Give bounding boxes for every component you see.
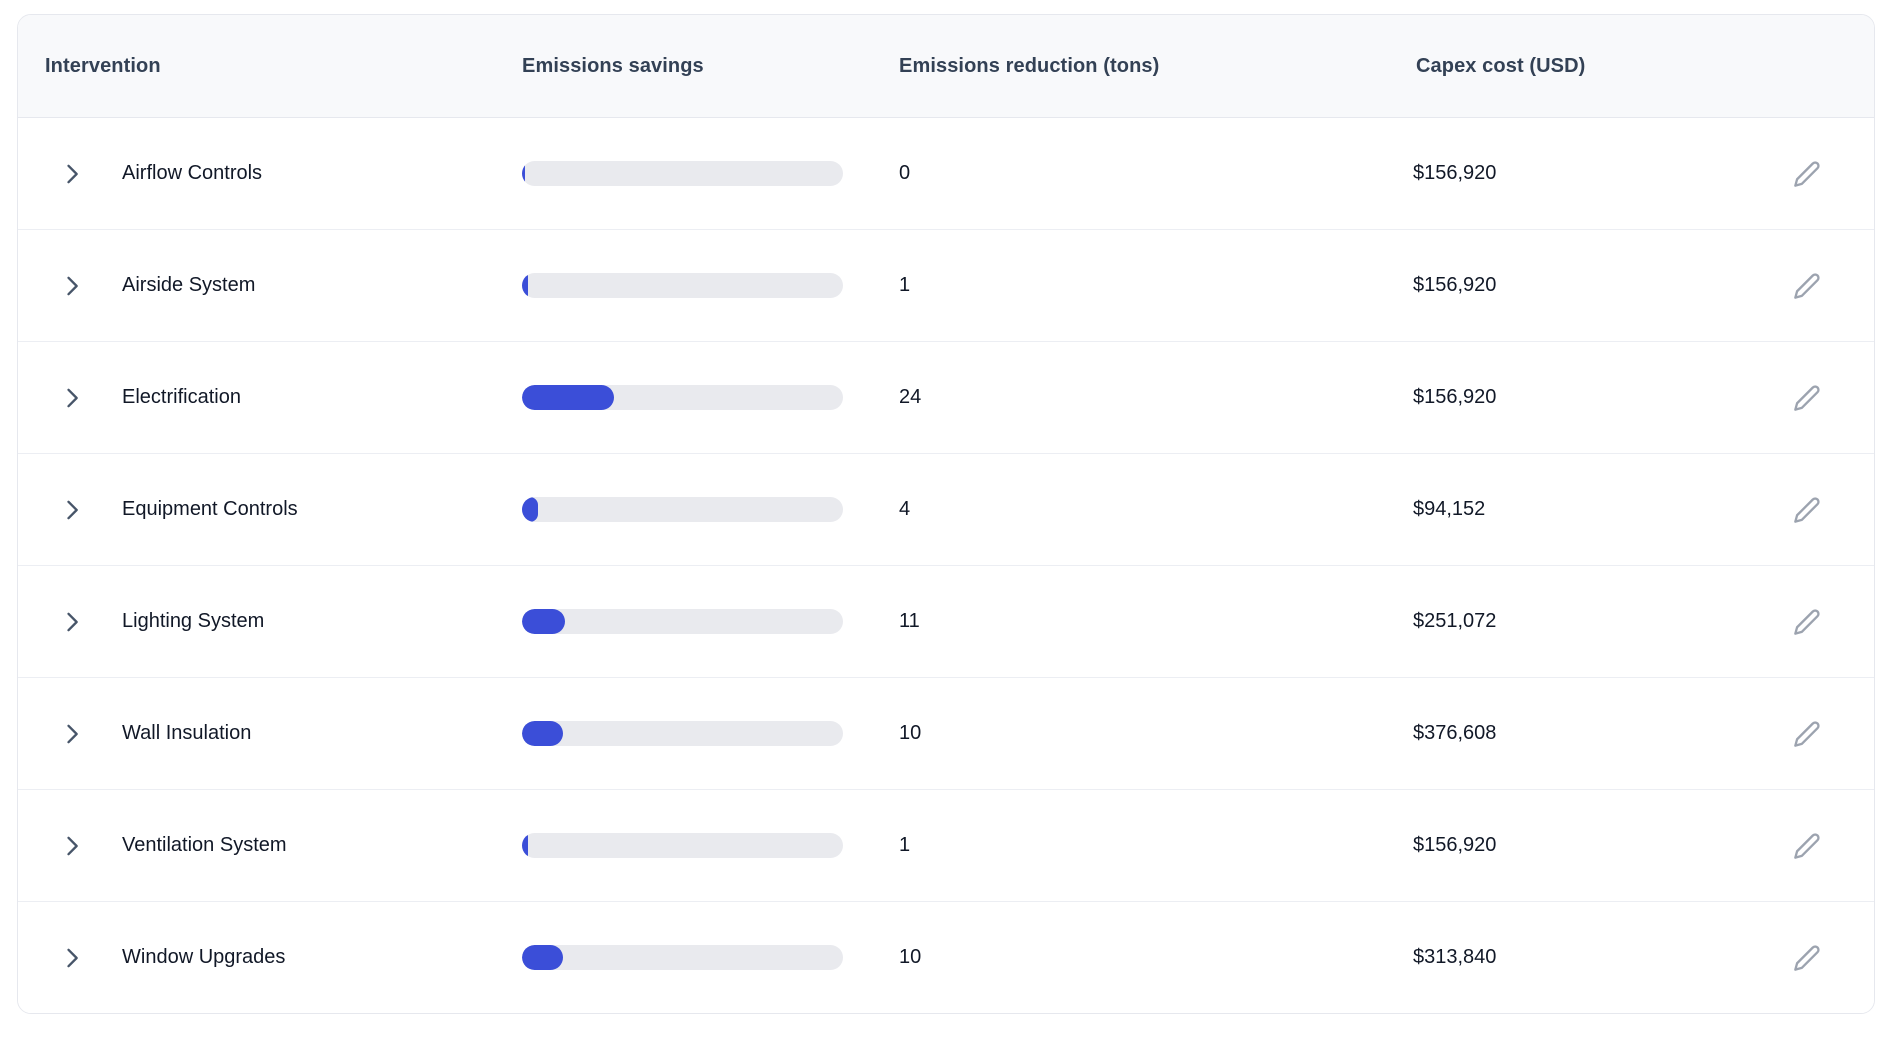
emissions-reduction-value: 24 xyxy=(899,386,922,408)
table-row: Ventilation System 1 $156,920 xyxy=(18,790,1874,902)
pencil-icon xyxy=(1794,272,1820,299)
expand-row-button[interactable] xyxy=(58,384,86,412)
edit-row-button[interactable] xyxy=(1792,831,1822,861)
emissions-savings-bar-track xyxy=(522,721,843,746)
chevron-right-icon xyxy=(67,948,78,967)
emissions-savings-bar-track xyxy=(522,161,843,186)
emissions-savings-bar-track xyxy=(522,833,843,858)
expand-row-button[interactable] xyxy=(58,272,86,300)
intervention-name: Electrification xyxy=(122,386,241,408)
emissions-savings-bar-fill xyxy=(522,161,526,186)
emissions-savings-bar-fill xyxy=(522,497,539,522)
emissions-savings-bar-fill xyxy=(522,385,615,410)
intervention-name: Wall Insulation xyxy=(122,722,252,744)
chevron-right-icon xyxy=(67,276,78,295)
edit-row-button[interactable] xyxy=(1792,271,1822,301)
table-row: Airflow Controls 0 $156,920 xyxy=(18,118,1874,230)
column-header-intervention: Intervention xyxy=(45,54,161,77)
table-row: Wall Insulation 10 $376,608 xyxy=(18,678,1874,790)
column-header-emissions-reduction: Emissions reduction (tons) xyxy=(899,54,1160,77)
capex-cost-value: $156,920 xyxy=(1413,274,1497,296)
expand-row-button[interactable] xyxy=(58,944,86,972)
emissions-savings-bar-fill xyxy=(522,273,529,298)
intervention-name: Lighting System xyxy=(122,610,265,632)
intervention-name: Ventilation System xyxy=(122,834,287,856)
edit-row-button[interactable] xyxy=(1792,383,1822,413)
chevron-right-icon xyxy=(67,164,78,183)
pencil-icon xyxy=(1794,384,1820,411)
table-row: Electrification 24 $156,920 xyxy=(18,342,1874,454)
emissions-reduction-value: 1 xyxy=(899,834,911,856)
pencil-icon xyxy=(1794,944,1820,971)
pencil-icon xyxy=(1794,608,1820,635)
edit-row-button[interactable] xyxy=(1792,943,1822,973)
chevron-right-icon xyxy=(67,500,78,519)
emissions-savings-bar-track xyxy=(522,945,843,970)
emissions-reduction-value: 11 xyxy=(899,610,920,632)
pencil-icon xyxy=(1794,496,1820,523)
intervention-name: Equipment Controls xyxy=(122,498,298,520)
edit-row-button[interactable] xyxy=(1792,159,1822,189)
capex-cost-value: $376,608 xyxy=(1413,722,1497,744)
emissions-reduction-value: 1 xyxy=(899,274,911,296)
emissions-reduction-value: 0 xyxy=(899,162,911,184)
capex-cost-value: $156,920 xyxy=(1413,162,1497,184)
chevron-right-icon xyxy=(67,836,78,855)
capex-cost-value: $156,920 xyxy=(1413,834,1497,856)
edit-row-button[interactable] xyxy=(1792,495,1822,525)
pencil-icon xyxy=(1794,160,1820,187)
edit-row-button[interactable] xyxy=(1792,607,1822,637)
emissions-reduction-value: 10 xyxy=(899,722,922,744)
emissions-reduction-value: 4 xyxy=(899,498,911,520)
emissions-savings-bar-fill xyxy=(522,721,564,746)
table-header-row: Intervention Emissions savings Emissions… xyxy=(18,15,1874,118)
expand-row-button[interactable] xyxy=(58,496,86,524)
capex-cost-value: $313,840 xyxy=(1413,946,1497,968)
chevron-right-icon xyxy=(67,612,78,631)
emissions-savings-bar-fill xyxy=(522,945,564,970)
column-header-capex-cost: Capex cost (USD) xyxy=(1416,54,1586,77)
intervention-name: Airflow Controls xyxy=(122,162,263,184)
column-header-emissions-savings: Emissions savings xyxy=(522,54,704,77)
table-row: Lighting System 11 $251,072 xyxy=(18,566,1874,678)
emissions-savings-bar-fill xyxy=(522,833,529,858)
pencil-icon xyxy=(1794,720,1820,747)
emissions-savings-bar-track xyxy=(522,273,843,298)
chevron-right-icon xyxy=(67,388,78,407)
expand-row-button[interactable] xyxy=(58,160,86,188)
table-row: Window Upgrades 10 $313,840 xyxy=(18,902,1874,1013)
emissions-reduction-value: 10 xyxy=(899,946,922,968)
table-body: Airflow Controls 0 $156,920 Airside Syst xyxy=(18,118,1874,1013)
chevron-right-icon xyxy=(67,724,78,743)
intervention-name: Airside System xyxy=(122,274,256,296)
table-row: Equipment Controls 4 $94,152 xyxy=(18,454,1874,566)
emissions-savings-bar-track xyxy=(522,497,843,522)
emissions-savings-bar-track xyxy=(522,609,843,634)
capex-cost-value: $156,920 xyxy=(1413,386,1497,408)
pencil-icon xyxy=(1794,832,1820,859)
intervention-name: Window Upgrades xyxy=(122,946,286,968)
capex-cost-value: $251,072 xyxy=(1413,610,1497,632)
emissions-savings-bar-fill xyxy=(522,609,565,634)
expand-row-button[interactable] xyxy=(58,720,86,748)
capex-cost-value: $94,152 xyxy=(1413,498,1486,520)
expand-row-button[interactable] xyxy=(58,832,86,860)
expand-row-button[interactable] xyxy=(58,608,86,636)
edit-row-button[interactable] xyxy=(1792,719,1822,749)
emissions-savings-bar-track xyxy=(522,385,843,410)
table-row: Airside System 1 $156,920 xyxy=(18,230,1874,342)
interventions-table-card: Intervention Emissions savings Emissions… xyxy=(17,14,1875,1014)
